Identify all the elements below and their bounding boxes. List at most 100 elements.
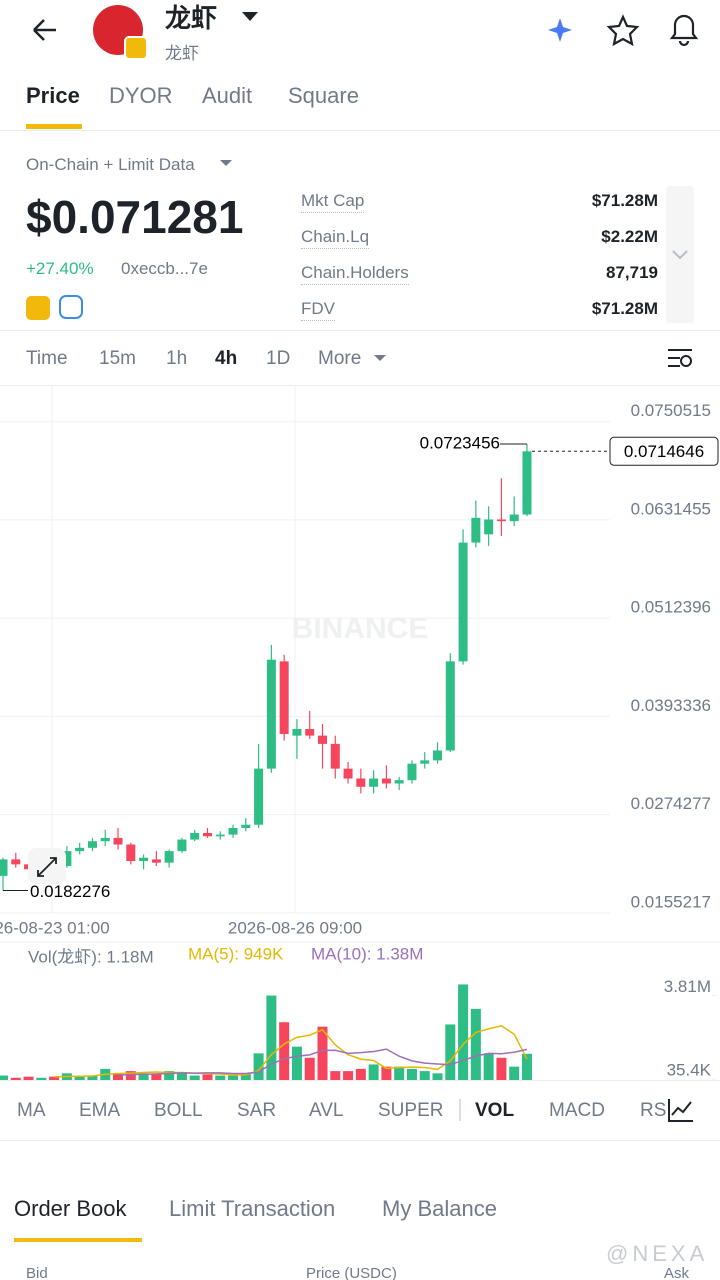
volume-bar — [470, 1008, 481, 1080]
indicator[interactable]: SUPER — [378, 1100, 444, 1121]
volume-bar — [49, 1076, 60, 1080]
ai-icon[interactable] — [548, 18, 572, 42]
timeframe-more[interactable]: More — [318, 348, 362, 369]
legend-entry: MA(5): 949K — [188, 944, 284, 963]
favorite-icon[interactable] — [606, 14, 640, 47]
volume-bar — [343, 1071, 354, 1080]
divider — [0, 385, 720, 386]
timeframe[interactable]: 15m — [99, 348, 136, 369]
y-tick-label: 35.4K — [667, 1061, 712, 1080]
candle-body — [420, 760, 430, 764]
data-source[interactable]: On-Chain + Limit Data — [26, 155, 195, 174]
volume-bar — [36, 1077, 47, 1080]
tab[interactable]: Price — [26, 83, 80, 108]
volume-bar — [445, 1024, 456, 1080]
volume-bar — [113, 1073, 124, 1080]
stat-label[interactable]: FDV — [301, 300, 335, 321]
timeframe[interactable]: 1D — [266, 348, 291, 369]
dropdown-caret[interactable] — [242, 12, 258, 21]
chart-settings[interactable] — [668, 349, 692, 367]
indicator[interactable]: MACD — [549, 1100, 605, 1121]
last-price-box — [609, 436, 719, 466]
candle-body — [522, 451, 532, 515]
timeframe[interactable]: 1h — [166, 348, 188, 369]
timeframe-selected[interactable]: 4h — [215, 348, 238, 369]
volume-bar — [483, 1053, 494, 1080]
volume-bar — [432, 1073, 443, 1080]
expand-panel[interactable] — [666, 186, 694, 323]
candle-body — [0, 859, 8, 876]
volume-bar — [496, 1057, 507, 1080]
moving-average-line — [54, 1024, 528, 1078]
price: $0.071281 — [26, 191, 244, 243]
indicator[interactable]: SAR — [237, 1100, 277, 1121]
volume-bar — [0, 1075, 8, 1080]
legend-entry: MA(10): 1.38M — [311, 944, 423, 963]
indicator[interactable]: MA — [17, 1100, 46, 1121]
volume-bar — [228, 1075, 239, 1080]
volume-bar — [368, 1064, 379, 1080]
y-tick-label: 0.0750515 — [631, 401, 711, 420]
notification-icon[interactable] — [669, 14, 699, 47]
volume-bar — [521, 1053, 532, 1080]
volume-bar — [74, 1076, 85, 1080]
volume-bar — [176, 1073, 187, 1080]
candle-body — [471, 517, 481, 543]
dropdown-caret[interactable] — [220, 160, 232, 166]
indicator[interactable]: RS — [640, 1100, 667, 1121]
indicator[interactable]: AVL — [309, 1100, 344, 1121]
candle-body — [394, 780, 404, 784]
indicator-settings[interactable] — [668, 1099, 693, 1122]
contract-address[interactable]: 0xeccb...7e — [121, 259, 208, 278]
tab-indicator — [26, 124, 82, 129]
y-tick-label: 0.0155217 — [631, 892, 711, 911]
indicator[interactable]: VOL — [475, 1100, 515, 1121]
indicator[interactable]: EMA — [79, 1100, 121, 1121]
volume-bar — [215, 1075, 226, 1080]
moving-average-line — [117, 1048, 528, 1076]
volume-bar — [164, 1071, 175, 1080]
candle-body — [100, 837, 110, 842]
stat-label[interactable]: Mkt Cap — [301, 192, 365, 213]
volume-bar — [151, 1073, 162, 1080]
timeframe[interactable]: Time — [26, 348, 68, 369]
watermark: BINANCE — [292, 612, 429, 645]
watermark: @NEXA — [606, 1241, 709, 1266]
volume-bar — [266, 995, 277, 1080]
candle-body — [139, 857, 149, 862]
volume-bar — [381, 1066, 392, 1080]
tab[interactable]: My Balance — [382, 1196, 497, 1221]
indicator-icons — [459, 1099, 693, 1122]
back-button[interactable] — [33, 19, 56, 41]
stat-value: $2.22M — [601, 227, 658, 246]
candle-body — [266, 659, 276, 769]
tab[interactable]: Limit Transaction — [169, 1196, 336, 1221]
candle-body — [164, 851, 174, 863]
stat-label[interactable]: Chain.Lq — [301, 228, 370, 249]
tab[interactable]: Square — [288, 83, 359, 108]
tab[interactable]: DYOR — [109, 83, 173, 108]
volume-bar — [202, 1074, 213, 1080]
column-header[interactable]: Price (USDC) — [306, 1265, 397, 1280]
expand-icon — [37, 857, 57, 877]
volume-bar — [509, 1066, 520, 1080]
candle-body — [305, 729, 315, 736]
candle-body — [445, 661, 455, 751]
low-label: 0.0182276 — [30, 882, 110, 901]
candle-body — [190, 832, 200, 840]
volume-bar — [317, 1026, 328, 1080]
tab[interactable]: Audit — [202, 83, 253, 108]
high-label: 0.0723456 — [420, 434, 500, 453]
tab-selected[interactable]: Order Book — [14, 1196, 127, 1221]
stat-label[interactable]: Chain.Holders — [301, 264, 409, 285]
y-tick-label: 0.0631455 — [631, 499, 711, 518]
indicator[interactable]: BOLL — [154, 1100, 203, 1121]
candle-body — [87, 841, 97, 848]
price-change: +27.40% — [26, 259, 94, 278]
candle-body — [228, 828, 238, 835]
candle-body — [381, 778, 391, 784]
audit-icon — [59, 295, 83, 319]
candle-body — [177, 839, 187, 852]
token-name: 龙虾 — [165, 3, 218, 33]
